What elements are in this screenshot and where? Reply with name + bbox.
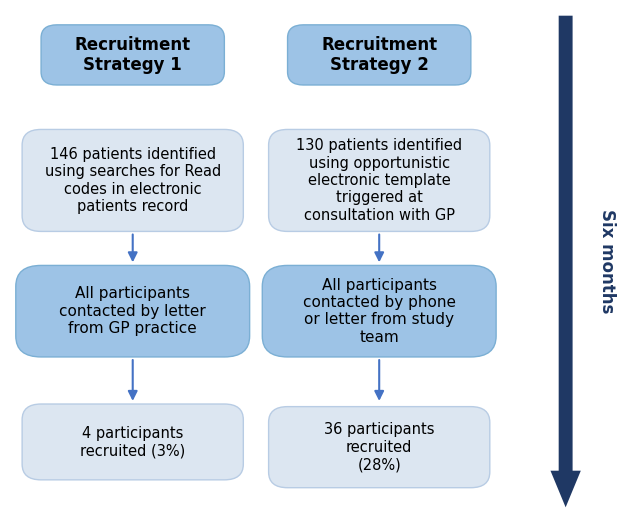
FancyBboxPatch shape: [262, 266, 496, 357]
Text: 130 patients identified
using opportunistic
electronic template
triggered at
con: 130 patients identified using opportunis…: [296, 138, 462, 223]
FancyBboxPatch shape: [41, 25, 224, 85]
Text: 4 participants
recruited (3%): 4 participants recruited (3%): [80, 426, 185, 458]
FancyBboxPatch shape: [269, 130, 490, 231]
Text: Recruitment
Strategy 2: Recruitment Strategy 2: [321, 36, 437, 74]
Text: 36 participants
recruited
(28%): 36 participants recruited (28%): [324, 422, 434, 472]
Text: Recruitment
Strategy 1: Recruitment Strategy 1: [75, 36, 191, 74]
FancyBboxPatch shape: [16, 266, 250, 357]
Text: All participants
contacted by phone
or letter from study
team: All participants contacted by phone or l…: [303, 278, 456, 345]
FancyBboxPatch shape: [269, 407, 490, 487]
FancyBboxPatch shape: [22, 404, 243, 480]
Text: Six months: Six months: [598, 209, 616, 314]
Text: 146 patients identified
using searches for Read
codes in electronic
patients rec: 146 patients identified using searches f…: [45, 147, 221, 214]
Polygon shape: [550, 16, 581, 507]
FancyBboxPatch shape: [22, 130, 243, 231]
Text: All participants
contacted by letter
from GP practice: All participants contacted by letter fro…: [59, 286, 206, 336]
FancyBboxPatch shape: [288, 25, 471, 85]
